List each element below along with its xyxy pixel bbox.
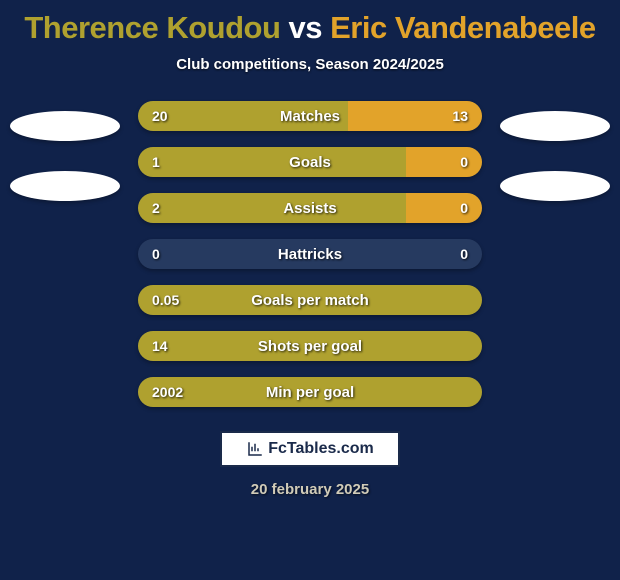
stat-label: Assists — [138, 200, 482, 217]
stat-row: Matches20 13 — [138, 101, 482, 131]
stat-label: Matches — [138, 108, 482, 125]
main-content: Matches2013Goals10Assists20Hattricks00Go… — [0, 101, 620, 407]
stat-label: Goals per match — [138, 292, 482, 309]
stat-value-p2: 0 — [460, 200, 468, 216]
page-title: Therence Koudou vs Eric Vandenabeele — [0, 10, 620, 46]
stat-label: Min per goal — [138, 384, 482, 401]
chart-icon — [246, 440, 264, 458]
player2-club-placeholder — [500, 171, 610, 201]
comparison-card: Therence Koudou vs Eric Vandenabeele Clu… — [0, 0, 620, 580]
player1-club-placeholder — [10, 171, 120, 201]
stat-value-p1: 0 — [152, 246, 160, 262]
left-avatars — [10, 111, 120, 201]
subtitle: Club competitions, Season 2024/2025 — [0, 56, 620, 73]
stat-row: Shots per goal14 — [138, 331, 482, 361]
right-avatars — [500, 111, 610, 201]
stat-value-p1: 14 — [152, 338, 168, 354]
stat-row: Goals per match0.05 — [138, 285, 482, 315]
player1-name: Therence Koudou — [24, 10, 280, 45]
stat-bars: Matches2013Goals10Assists20Hattricks00Go… — [138, 101, 482, 407]
stat-row: Assists2 0 — [138, 193, 482, 223]
fctables-text: FcTables.com — [268, 440, 374, 458]
stat-value-p1: 2002 — [152, 384, 183, 400]
vs-label: vs — [289, 10, 322, 45]
stat-value-p2: 0 — [460, 246, 468, 262]
player1-avatar-placeholder — [10, 111, 120, 141]
fctables-logo[interactable]: FcTables.com — [220, 431, 400, 467]
stat-value-p1: 1 — [152, 154, 160, 170]
stat-value-p1: 2 — [152, 200, 160, 216]
stat-label: Shots per goal — [138, 338, 482, 355]
stat-value-p1: 20 — [152, 108, 168, 124]
stat-label: Goals — [138, 154, 482, 171]
stat-row: Min per goal2002 — [138, 377, 482, 407]
stat-row: Hattricks0 0 — [138, 239, 482, 269]
footer-date: 20 february 2025 — [0, 481, 620, 498]
stat-value-p1: 0.05 — [152, 292, 179, 308]
player2-name: Eric Vandenabeele — [330, 10, 595, 45]
stat-value-p2: 0 — [460, 154, 468, 170]
stat-value-p2: 13 — [452, 108, 468, 124]
stat-row: Goals1 0 — [138, 147, 482, 177]
player2-avatar-placeholder — [500, 111, 610, 141]
stat-label: Hattricks — [138, 246, 482, 263]
